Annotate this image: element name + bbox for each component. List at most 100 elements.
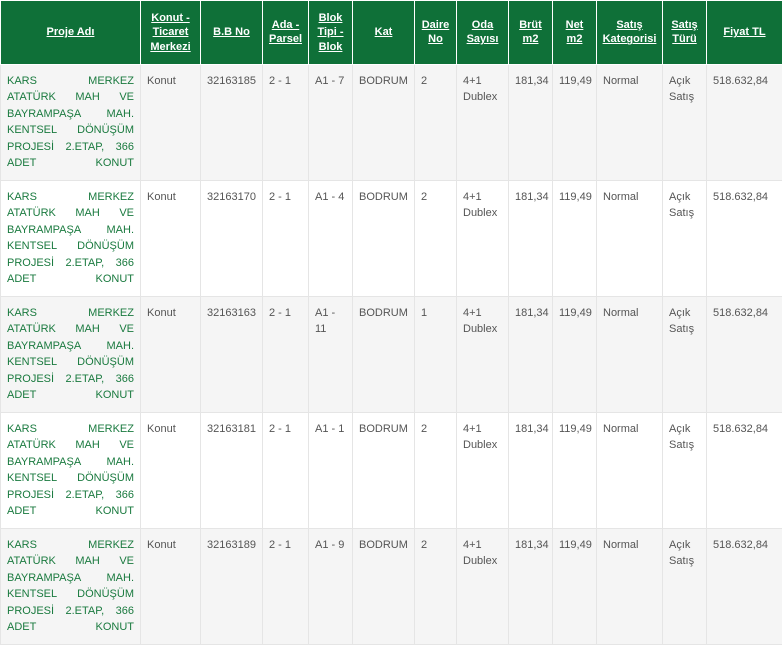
cell-net-m2: 119,49: [553, 528, 597, 644]
cell-bb-no: 32163189: [201, 528, 263, 644]
cell-blok-tipi: A1 - 1: [309, 412, 353, 528]
col-header-label: Blok Tipi - Blok: [317, 12, 343, 53]
cell-oda-sayisi: 4+1 Dublex: [457, 412, 509, 528]
col-header-label: Fiyat TL: [723, 26, 765, 38]
col-header-satis-turu[interactable]: Satış Türü: [663, 1, 707, 65]
col-header-label: Daire No: [422, 19, 450, 45]
cell-proje-adi: KARS MERKEZ ATATÜRK MAH VE BAYRAMPAŞA MA…: [1, 528, 141, 644]
col-header-oda-sayisi[interactable]: Oda Sayısı: [457, 1, 509, 65]
cell-oda-sayisi: 4+1 Dublex: [457, 528, 509, 644]
cell-brut-m2: 181,34: [509, 64, 553, 180]
cell-satis-turu: Açık Satış: [663, 528, 707, 644]
cell-satis-turu: Açık Satış: [663, 412, 707, 528]
cell-bb-no: 32163163: [201, 296, 263, 412]
cell-oda-sayisi: 4+1 Dublex: [457, 180, 509, 296]
table-row[interactable]: KARS MERKEZ ATATÜRK MAH VE BAYRAMPAŞA MA…: [1, 296, 782, 412]
table-row[interactable]: KARS MERKEZ ATATÜRK MAH VE BAYRAMPAŞA MA…: [1, 412, 782, 528]
cell-kat: BODRUM: [353, 64, 415, 180]
cell-ada-parsel: 2 - 1: [263, 64, 309, 180]
cell-kat: BODRUM: [353, 296, 415, 412]
header-row: Proje Adı Konut - Ticaret Merkezi B.B No…: [1, 1, 782, 65]
col-header-daire-no[interactable]: Daire No: [415, 1, 457, 65]
cell-bb-no: 32163185: [201, 64, 263, 180]
col-header-proje-adi[interactable]: Proje Adı: [1, 1, 141, 65]
cell-brut-m2: 181,34: [509, 528, 553, 644]
cell-satis-kategorisi: Normal: [597, 296, 663, 412]
cell-net-m2: 119,49: [553, 296, 597, 412]
col-header-label: Kat: [375, 26, 393, 38]
cell-net-m2: 119,49: [553, 64, 597, 180]
col-header-ada-parsel[interactable]: Ada - Parsel: [263, 1, 309, 65]
col-header-label: Konut - Ticaret Merkezi: [150, 12, 190, 53]
cell-bb-no: 32163170: [201, 180, 263, 296]
cell-fiyat-tl: 518.632,84: [707, 180, 782, 296]
cell-proje-adi: KARS MERKEZ ATATÜRK MAH VE BAYRAMPAŞA MA…: [1, 180, 141, 296]
cell-fiyat-tl: 518.632,84: [707, 296, 782, 412]
cell-satis-kategorisi: Normal: [597, 528, 663, 644]
col-header-label: Ada - Parsel: [269, 19, 302, 45]
col-header-label: Oda Sayısı: [467, 19, 499, 45]
cell-brut-m2: 181,34: [509, 296, 553, 412]
table-row[interactable]: KARS MERKEZ ATATÜRK MAH VE BAYRAMPAŞA MA…: [1, 180, 782, 296]
col-header-label: Proje Adı: [47, 26, 95, 38]
cell-konut-ticaret: Konut: [141, 180, 201, 296]
cell-brut-m2: 181,34: [509, 180, 553, 296]
col-header-label: Satış Kategorisi: [603, 19, 657, 45]
col-header-label: Satış Türü: [671, 19, 697, 45]
cell-oda-sayisi: 4+1 Dublex: [457, 64, 509, 180]
table-head: Proje Adı Konut - Ticaret Merkezi B.B No…: [1, 1, 782, 65]
cell-kat: BODRUM: [353, 528, 415, 644]
table-body: KARS MERKEZ ATATÜRK MAH VE BAYRAMPAŞA MA…: [1, 64, 782, 644]
table-row[interactable]: KARS MERKEZ ATATÜRK MAH VE BAYRAMPAŞA MA…: [1, 528, 782, 644]
cell-blok-tipi: A1 - 9: [309, 528, 353, 644]
col-header-net-m2[interactable]: Net m2: [553, 1, 597, 65]
col-header-bb-no[interactable]: B.B No: [201, 1, 263, 65]
cell-blok-tipi: A1 - 11: [309, 296, 353, 412]
cell-fiyat-tl: 518.632,84: [707, 412, 782, 528]
col-header-satis-kategorisi[interactable]: Satış Kategorisi: [597, 1, 663, 65]
col-header-fiyat-tl[interactable]: Fiyat TL: [707, 1, 782, 65]
col-header-label: Brüt m2: [519, 19, 542, 45]
cell-daire-no: 2: [415, 64, 457, 180]
cell-daire-no: 1: [415, 296, 457, 412]
cell-daire-no: 2: [415, 528, 457, 644]
col-header-brut-m2[interactable]: Brüt m2: [509, 1, 553, 65]
cell-kat: BODRUM: [353, 180, 415, 296]
cell-konut-ticaret: Konut: [141, 528, 201, 644]
cell-konut-ticaret: Konut: [141, 64, 201, 180]
col-header-kat[interactable]: Kat: [353, 1, 415, 65]
cell-oda-sayisi: 4+1 Dublex: [457, 296, 509, 412]
col-header-label: Net m2: [566, 19, 584, 45]
cell-ada-parsel: 2 - 1: [263, 412, 309, 528]
cell-proje-adi: KARS MERKEZ ATATÜRK MAH VE BAYRAMPAŞA MA…: [1, 64, 141, 180]
cell-satis-kategorisi: Normal: [597, 64, 663, 180]
cell-daire-no: 2: [415, 180, 457, 296]
cell-satis-turu: Açık Satış: [663, 296, 707, 412]
cell-fiyat-tl: 518.632,84: [707, 528, 782, 644]
table-row[interactable]: KARS MERKEZ ATATÜRK MAH VE BAYRAMPAŞA MA…: [1, 64, 782, 180]
cell-blok-tipi: A1 - 7: [309, 64, 353, 180]
cell-satis-turu: Açık Satış: [663, 180, 707, 296]
cell-daire-no: 2: [415, 412, 457, 528]
cell-proje-adi: KARS MERKEZ ATATÜRK MAH VE BAYRAMPAŞA MA…: [1, 412, 141, 528]
table-container: Proje Adı Konut - Ticaret Merkezi B.B No…: [0, 0, 782, 645]
cell-ada-parsel: 2 - 1: [263, 180, 309, 296]
cell-bb-no: 32163181: [201, 412, 263, 528]
cell-ada-parsel: 2 - 1: [263, 528, 309, 644]
cell-net-m2: 119,49: [553, 412, 597, 528]
cell-blok-tipi: A1 - 4: [309, 180, 353, 296]
listings-table: Proje Adı Konut - Ticaret Merkezi B.B No…: [0, 0, 782, 645]
cell-brut-m2: 181,34: [509, 412, 553, 528]
cell-satis-turu: Açık Satış: [663, 64, 707, 180]
cell-satis-kategorisi: Normal: [597, 180, 663, 296]
cell-kat: BODRUM: [353, 412, 415, 528]
cell-ada-parsel: 2 - 1: [263, 296, 309, 412]
cell-konut-ticaret: Konut: [141, 296, 201, 412]
col-header-blok-tipi[interactable]: Blok Tipi - Blok: [309, 1, 353, 65]
cell-net-m2: 119,49: [553, 180, 597, 296]
cell-proje-adi: KARS MERKEZ ATATÜRK MAH VE BAYRAMPAŞA MA…: [1, 296, 141, 412]
cell-konut-ticaret: Konut: [141, 412, 201, 528]
cell-satis-kategorisi: Normal: [597, 412, 663, 528]
col-header-konut-ticaret[interactable]: Konut - Ticaret Merkezi: [141, 1, 201, 65]
col-header-label: B.B No: [213, 26, 250, 38]
